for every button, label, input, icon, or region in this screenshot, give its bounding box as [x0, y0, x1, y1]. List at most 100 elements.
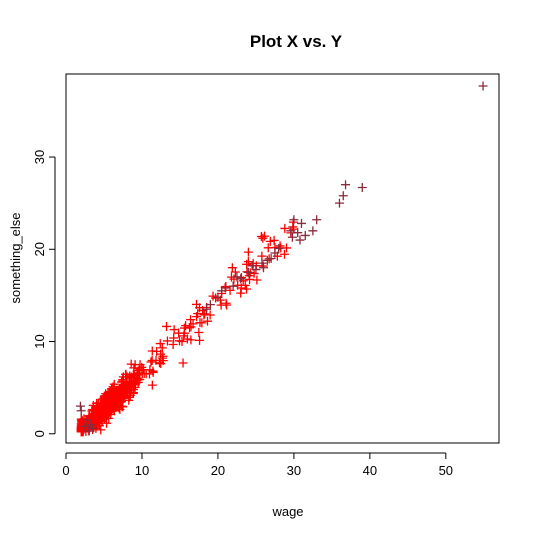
data-point — [93, 416, 103, 426]
data-point — [154, 358, 164, 368]
data-point — [227, 263, 237, 273]
data-point — [158, 351, 168, 361]
data-point — [257, 258, 267, 268]
data-point — [312, 215, 322, 225]
data-point — [263, 243, 273, 253]
data-point — [211, 293, 221, 303]
data-point — [147, 380, 157, 390]
data-point — [80, 421, 90, 431]
data-point — [147, 355, 157, 365]
data-point — [115, 404, 125, 414]
data-point — [75, 401, 85, 411]
x-axis-label: wage — [271, 504, 303, 519]
data-point — [293, 228, 303, 238]
data-point — [97, 408, 107, 418]
data-point — [286, 226, 296, 236]
data-points — [75, 81, 488, 437]
data-point — [90, 405, 100, 415]
data-point — [126, 382, 136, 392]
data-point — [259, 263, 269, 273]
data-point — [357, 182, 367, 192]
data-point — [478, 81, 488, 91]
x-tick-label: 30 — [287, 463, 301, 478]
data-point — [289, 215, 299, 225]
data-point — [162, 321, 172, 331]
data-point — [249, 268, 259, 278]
data-point — [262, 255, 272, 265]
data-point — [135, 375, 145, 385]
data-point — [178, 358, 188, 368]
data-point — [296, 218, 306, 228]
data-point — [247, 261, 257, 271]
data-point — [334, 198, 344, 208]
data-point — [129, 363, 139, 373]
data-point — [240, 280, 250, 290]
data-point — [88, 411, 98, 421]
x-tick-label: 40 — [363, 463, 377, 478]
x-tick-label: 0 — [62, 463, 69, 478]
data-point — [245, 274, 255, 284]
data-point — [124, 377, 134, 387]
data-point — [194, 327, 204, 337]
data-point — [85, 420, 95, 430]
data-point — [147, 346, 157, 356]
data-point — [113, 399, 123, 409]
data-point — [195, 335, 205, 345]
data-point — [242, 284, 252, 294]
data-point — [188, 319, 198, 329]
data-point — [341, 180, 351, 190]
x-axis: 0 10 20 30 40 50 — [62, 452, 453, 478]
plot-frame — [65, 73, 500, 444]
data-point — [145, 365, 155, 375]
data-point — [169, 325, 179, 335]
data-point — [266, 254, 276, 263]
data-point — [96, 425, 106, 435]
y-axis: 0 10 20 30 — [32, 150, 56, 437]
data-point — [155, 339, 165, 349]
data-point — [181, 321, 191, 331]
data-point — [269, 235, 279, 245]
data-point — [118, 393, 128, 403]
data-point — [101, 389, 111, 399]
data-point — [101, 397, 111, 407]
data-point — [205, 300, 215, 310]
data-point — [156, 359, 166, 369]
data-point — [258, 233, 268, 243]
data-point — [243, 247, 253, 257]
data-point — [118, 376, 128, 386]
data-point — [156, 349, 166, 359]
data-point — [228, 281, 238, 291]
data-point — [287, 232, 297, 242]
data-point — [102, 410, 112, 420]
data-point — [275, 241, 285, 251]
data-point — [146, 357, 156, 367]
data-point — [236, 288, 246, 298]
data-point — [82, 415, 92, 425]
data-point — [217, 286, 227, 296]
data-point — [182, 334, 192, 344]
data-point — [93, 401, 103, 411]
data-point — [137, 369, 147, 379]
data-point — [157, 343, 167, 353]
data-point — [205, 310, 215, 320]
data-point — [222, 300, 232, 310]
data-point — [177, 336, 187, 346]
data-point — [202, 304, 212, 314]
data-point — [179, 323, 189, 333]
data-point — [125, 390, 135, 400]
data-point — [107, 385, 117, 395]
data-point — [232, 272, 242, 282]
data-point — [300, 230, 310, 240]
data-point — [128, 372, 138, 382]
x-tick-label: 20 — [211, 463, 225, 478]
data-point — [195, 318, 205, 328]
data-point — [270, 248, 280, 258]
data-point — [251, 265, 261, 275]
data-point — [122, 384, 132, 394]
data-point — [213, 292, 223, 302]
data-point — [243, 267, 253, 277]
y-tick-label: 30 — [32, 150, 47, 164]
data-point — [114, 396, 124, 406]
data-point — [281, 243, 291, 253]
